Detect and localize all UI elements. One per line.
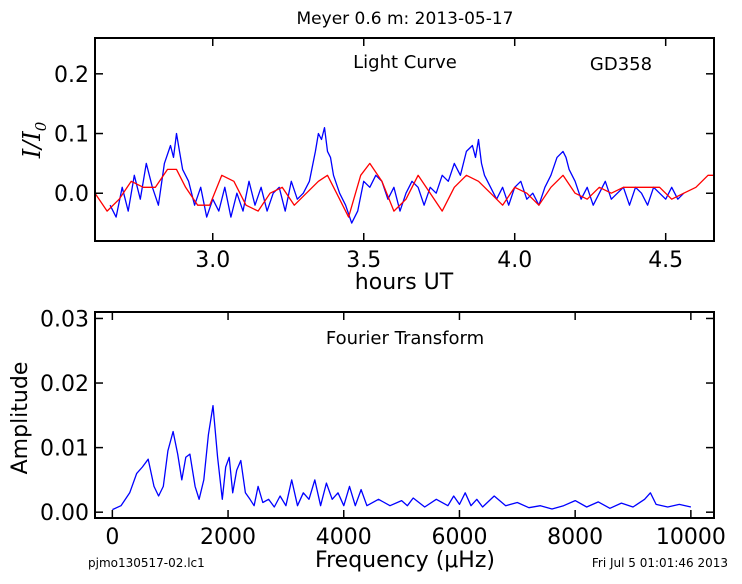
light-curve-series-1 [95, 162, 714, 218]
ylabel-subscript: 0 [32, 121, 50, 131]
light-curve-ytick-label: 0.2 [54, 63, 89, 88]
light-curve-xtick-label: 3.5 [346, 248, 381, 273]
light-curve-xtick-label: 4.0 [497, 248, 532, 273]
fourier-xtick-label: 8000 [547, 525, 603, 550]
fourier-ylabel: Amplitude [8, 362, 33, 475]
fourier-xtick-label: 10000 [656, 525, 726, 550]
light-curve-xtick-label: 4.5 [648, 248, 683, 273]
fourier-xlabel: Frequency (μHz) [315, 548, 495, 573]
fourier-xtick-label: 4000 [316, 525, 372, 550]
light-curve-panel: 3.0 3.5 4.0 4.50.00.10.2 Light Curve GD358 … [18, 37, 715, 295]
fourier-annotation: Fourier Transform [326, 328, 484, 349]
light-curve-frame [94, 37, 715, 242]
fourier-frame [94, 311, 715, 519]
ylabel-main: I/I [18, 131, 46, 160]
light-curve-annotation: Light Curve [353, 52, 457, 73]
fourier-xtick-label: 0 [105, 525, 119, 550]
light-curve-ticks: 3.0 3.5 4.0 4.5 0.0 0.1 0.2 [54, 38, 714, 273]
fourier-series-0 [112, 404, 692, 511]
light-curve-series [95, 126, 714, 224]
fourier-series [112, 404, 692, 511]
fourier-panel: 0 2000 4000 6000 8000 10000 0.00 0.01 0.02 0.03 F… [8, 307, 726, 573]
footer-right: Fri Jul 5 01:01:46 2013 [592, 556, 728, 570]
fourier-xtick-label: 6000 [431, 525, 487, 550]
fourier-xtick-label: 2000 [200, 525, 256, 550]
light-curve-ylabel: I/I0 [18, 121, 50, 159]
fourier-ytick-label: 0.00 [40, 501, 89, 526]
fourier-ytick-label: 0.01 [40, 437, 89, 462]
light-curve-ytick-label: 0.1 [54, 123, 89, 148]
light-curve-ytick-label: 0.0 [54, 182, 89, 207]
fourier-ytick-label: 0.03 [40, 307, 89, 332]
star-label: GD358 [590, 54, 652, 75]
fourier-ticks: 0 2000 4000 6000 8000 10000 0.00 0.01 0.02 0.03 [40, 307, 726, 550]
light-curve-xlabel: hours UT [355, 270, 454, 295]
light-curve-xtick-label: 3.0 [195, 248, 230, 273]
fourier-ytick-label: 0.02 [40, 372, 89, 397]
footer-left: pjmo130517-02.lc1 [88, 556, 205, 570]
figure-title: Meyer 0.6 m: 2013-05-17 [297, 9, 514, 29]
